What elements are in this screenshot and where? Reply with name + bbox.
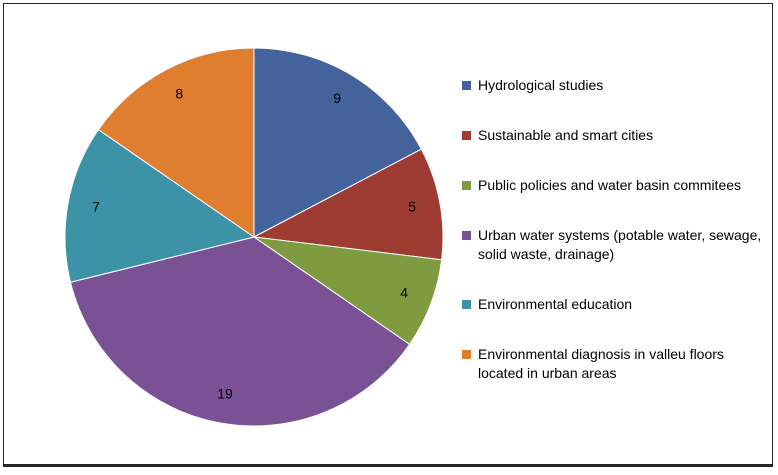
legend-swatch-icon — [462, 230, 471, 240]
legend-label: Public policies and water basin commitee… — [478, 176, 742, 193]
legend-label: Sustainable and smart cities — [478, 126, 654, 143]
pie-slice-4 — [64, 128, 256, 283]
pie-slice-3 — [69, 236, 411, 427]
pie-slice-1 — [252, 148, 444, 261]
legend-swatch-icon — [462, 180, 471, 190]
legend: Hydrological studies Sustainable and smar… — [462, 76, 768, 384]
pie-data-label-2: 4 — [400, 285, 408, 301]
chart-area: 9 5 4 19 7 8 Hydrological studies Sustainable … — [4, 4, 772, 464]
legend-item-2: Public policies and water basin commitee… — [462, 176, 768, 196]
pie-data-label-4: 7 — [92, 199, 100, 215]
legend-item-4: Environmental education — [462, 295, 768, 315]
legend-item-1: Sustainable and smart cities — [462, 126, 768, 146]
pie-slice-0 — [253, 47, 423, 238]
legend-item-3: Urban water systems (potable water, sewa… — [462, 226, 768, 265]
pie-data-label-0: 9 — [333, 90, 341, 106]
pie-data-label-5: 8 — [175, 86, 183, 102]
legend-label: Urban water systems (potable water, sewa… — [478, 226, 762, 263]
pie-data-label-1: 5 — [408, 199, 416, 215]
legend-swatch-icon — [462, 349, 471, 359]
legend-swatch-icon — [462, 81, 471, 90]
legend-swatch-icon — [462, 299, 471, 309]
legend-label: Hydrological studies — [478, 77, 604, 93]
legend-swatch-icon — [462, 130, 471, 140]
pie-chart: 9 5 4 19 7 8 — [64, 47, 444, 427]
legend-item-5: Environmental diagnosis in valleu floors… — [462, 345, 768, 384]
pie-data-label-3: 19 — [217, 386, 233, 402]
pie-slice-5 — [97, 47, 255, 238]
legend-label: Environmental diagnosis in valleu floors… — [478, 345, 724, 382]
chart-frame: 9 5 4 19 7 8 Hydrological studies Sustainable … — [3, 3, 773, 467]
legend-label: Environmental education — [478, 295, 633, 312]
legend-item-0: Hydrological studies — [462, 76, 768, 96]
